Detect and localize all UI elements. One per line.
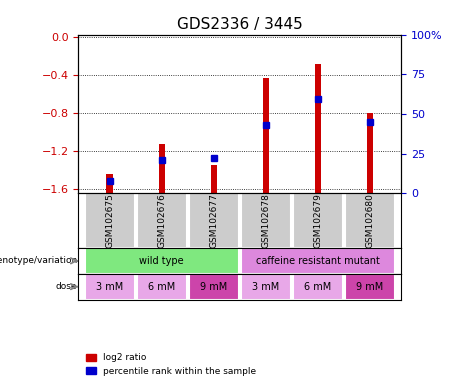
Text: 3 mM: 3 mM <box>252 281 279 291</box>
Bar <box>85 193 135 248</box>
Text: 9 mM: 9 mM <box>200 281 227 291</box>
Bar <box>189 274 239 300</box>
Bar <box>293 193 343 248</box>
Legend: log2 ratio, percentile rank within the sample: log2 ratio, percentile rank within the s… <box>83 350 260 379</box>
Bar <box>315 64 321 193</box>
Bar <box>159 144 165 193</box>
Bar <box>136 193 187 248</box>
Bar <box>345 193 395 248</box>
Text: GSM102677: GSM102677 <box>209 193 218 248</box>
Bar <box>263 78 269 193</box>
Text: GSM102679: GSM102679 <box>313 193 322 248</box>
Text: GSM102678: GSM102678 <box>261 193 270 248</box>
Bar <box>189 193 239 248</box>
Bar <box>241 248 395 274</box>
Text: genotype/variation: genotype/variation <box>0 256 77 265</box>
Text: GSM102680: GSM102680 <box>365 193 374 248</box>
Text: dose: dose <box>56 282 77 291</box>
Bar <box>366 113 373 193</box>
Bar <box>85 274 135 300</box>
Text: wild type: wild type <box>139 256 184 266</box>
Bar <box>85 248 239 274</box>
Title: GDS2336 / 3445: GDS2336 / 3445 <box>177 17 302 32</box>
Text: caffeine resistant mutant: caffeine resistant mutant <box>256 256 380 266</box>
Text: 6 mM: 6 mM <box>148 281 175 291</box>
Bar <box>211 165 217 193</box>
Text: GSM102675: GSM102675 <box>105 193 114 248</box>
Bar <box>241 193 291 248</box>
Text: 6 mM: 6 mM <box>304 281 331 291</box>
Bar <box>345 274 395 300</box>
Bar <box>241 274 291 300</box>
Text: 3 mM: 3 mM <box>96 281 123 291</box>
Bar <box>293 274 343 300</box>
Text: GSM102676: GSM102676 <box>157 193 166 248</box>
Bar <box>106 174 113 193</box>
Bar <box>136 274 187 300</box>
Text: 9 mM: 9 mM <box>356 281 384 291</box>
